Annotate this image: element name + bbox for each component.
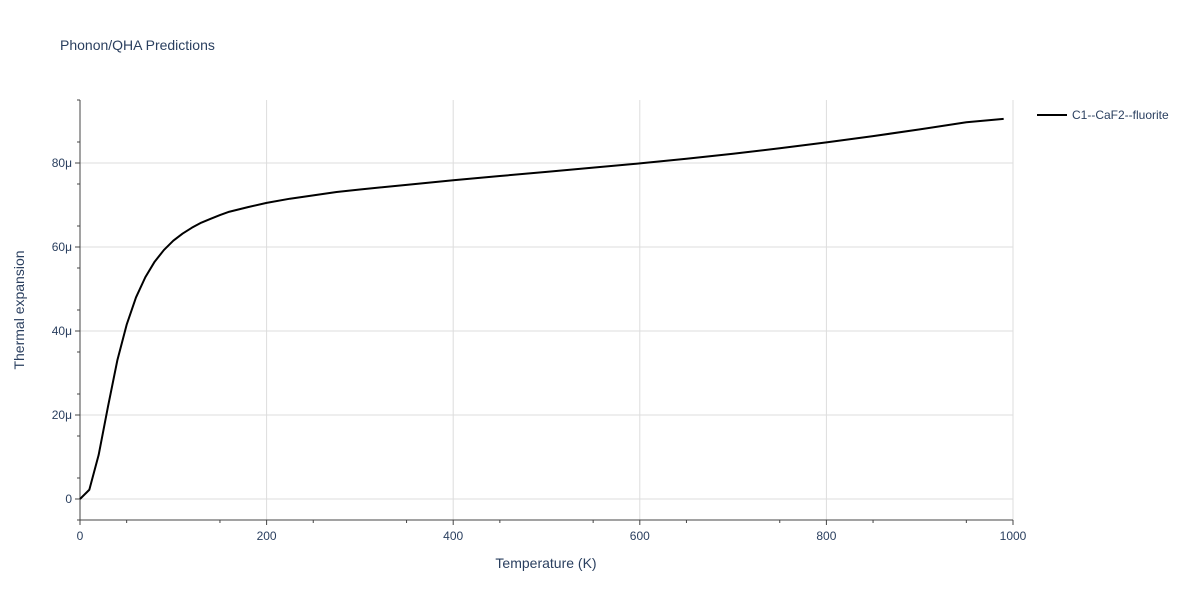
y-axis-title: Thermal expansion <box>11 250 27 369</box>
x-tick-label: 200 <box>257 529 277 543</box>
x-tick-label: 600 <box>630 529 650 543</box>
y-tick-label: 60μ <box>52 240 72 254</box>
legend-label: C1--CaF2--fluorite <box>1072 108 1169 122</box>
y-tick-label: 20μ <box>52 408 72 422</box>
gridlines <box>80 100 1014 520</box>
series-line-0 <box>79 117 1004 500</box>
y-tick-label: 0 <box>65 492 72 506</box>
x-tick-label: 800 <box>816 529 836 543</box>
x-axis-title: Temperature (K) <box>495 555 596 571</box>
x-tick-label: 400 <box>443 529 463 543</box>
y-tick-label: 80μ <box>52 156 72 170</box>
series-layer <box>79 117 1004 500</box>
x-tick-label: 0 <box>77 529 84 543</box>
axes: 0 200 400 600 800 1000 0 20μ 40μ 60μ 80μ <box>52 99 1027 543</box>
chart-title: Phonon/QHA Predictions <box>60 37 215 53</box>
x-tick-label: 1000 <box>1000 529 1027 543</box>
y-tick-label: 40μ <box>52 324 72 338</box>
legend[interactable]: C1--CaF2--fluorite <box>1037 108 1169 122</box>
